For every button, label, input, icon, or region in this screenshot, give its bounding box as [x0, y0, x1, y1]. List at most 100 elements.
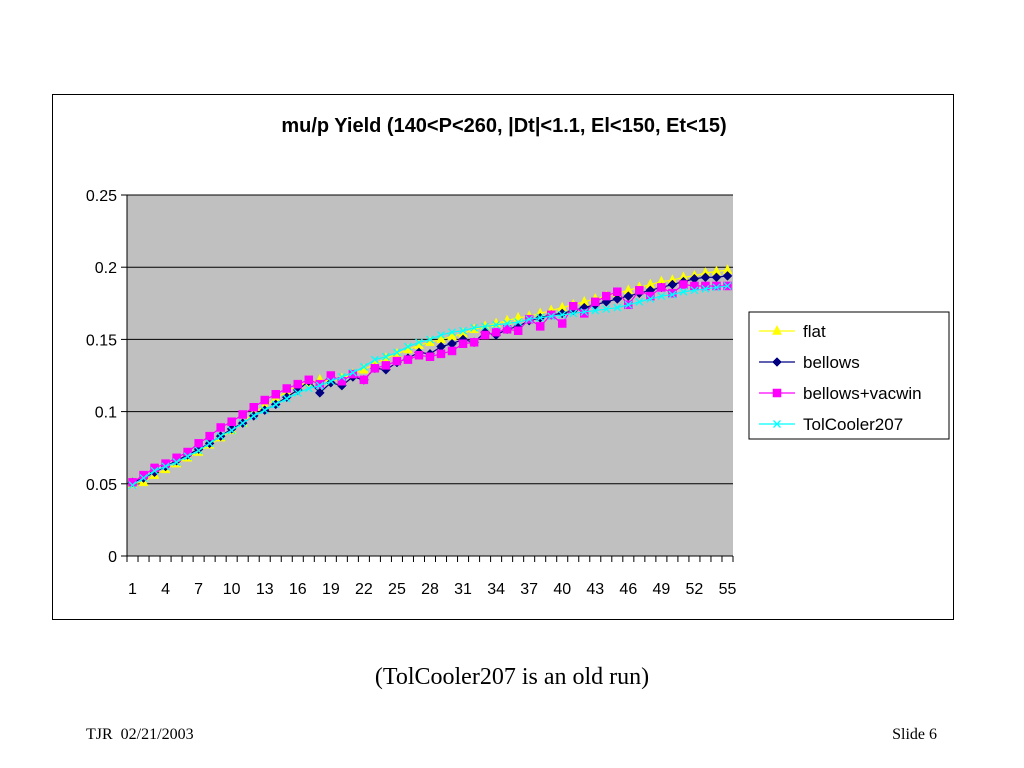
x-tick-label: 10	[223, 581, 241, 598]
data-point	[271, 390, 280, 399]
data-point	[480, 330, 490, 340]
x-tick-label: 31	[454, 581, 472, 598]
data-point	[558, 310, 567, 319]
legend-box	[748, 311, 950, 440]
y-tick-label: 0.1	[95, 405, 117, 422]
data-point	[547, 312, 556, 321]
x-tick-label: 19	[322, 581, 340, 598]
data-point	[635, 286, 644, 295]
data-point	[569, 309, 578, 318]
legend: flat bellows bellows+vacwin TolCooler207	[748, 311, 950, 440]
data-point	[227, 417, 236, 426]
data-point	[260, 395, 269, 405]
data-point	[668, 290, 677, 299]
footer-slide-number: Slide 6	[892, 726, 937, 743]
x-tick-label: 25	[388, 581, 406, 598]
data-point	[546, 310, 556, 320]
series-tolcooler207	[128, 282, 732, 490]
x-tick-label: 49	[652, 581, 670, 598]
data-point	[205, 439, 214, 448]
data-point	[414, 351, 424, 360]
data-point	[161, 462, 170, 471]
data-point	[216, 423, 225, 432]
data-point	[613, 303, 622, 312]
data-point	[513, 326, 523, 335]
data-point	[249, 403, 258, 412]
data-point	[403, 355, 413, 364]
data-point	[238, 419, 247, 428]
x-tick-label: 34	[487, 581, 505, 598]
data-point	[293, 379, 303, 389]
data-point	[470, 323, 479, 332]
data-point	[580, 309, 589, 318]
data-point	[646, 295, 655, 303]
data-point	[613, 287, 622, 296]
data-point	[448, 328, 456, 337]
data-point	[503, 319, 512, 328]
data-point	[447, 346, 457, 356]
data-point	[722, 271, 733, 281]
x-tick-label: 43	[586, 581, 604, 598]
legend-label: TolCooler207	[803, 415, 903, 434]
data-point	[359, 362, 368, 371]
data-point	[635, 297, 644, 306]
data-point	[657, 283, 666, 292]
data-point	[194, 446, 203, 455]
data-point	[502, 325, 512, 334]
data-point	[602, 305, 611, 314]
data-point	[404, 342, 412, 351]
data-point	[536, 313, 545, 322]
x-tick-label: 28	[421, 581, 439, 598]
y-tick-label: 0.2	[95, 260, 117, 277]
data-point	[492, 321, 501, 329]
data-point	[260, 406, 269, 415]
data-point	[370, 355, 379, 364]
caption: (TolCooler207 is an old run)	[374, 664, 650, 690]
data-point	[194, 439, 203, 448]
chart-frame: mu/p Yield (140<P<260, |Dt|<1.1, El<150,…	[52, 94, 954, 620]
data-point	[282, 394, 291, 403]
x-tick-label: 46	[619, 581, 637, 598]
data-point	[348, 368, 357, 377]
data-point	[612, 294, 623, 304]
data-point	[205, 431, 214, 441]
data-point	[304, 375, 314, 385]
data-point	[712, 283, 721, 292]
plot-area	[127, 195, 733, 556]
data-point	[679, 280, 688, 289]
data-point	[381, 361, 391, 370]
data-point	[326, 377, 335, 386]
data-point	[514, 318, 523, 327]
data-point	[282, 384, 292, 393]
data-point	[436, 349, 446, 359]
data-point	[602, 291, 611, 301]
data-point	[359, 375, 369, 385]
data-point	[227, 426, 236, 435]
data-point	[690, 281, 699, 291]
data-point	[426, 335, 434, 344]
data-point	[723, 282, 732, 290]
data-point	[314, 387, 325, 398]
data-point	[580, 308, 589, 316]
data-point	[469, 338, 479, 347]
data-point	[150, 463, 159, 473]
legend-item: bellows+vacwin	[759, 384, 922, 403]
data-point	[591, 306, 600, 315]
data-point	[337, 372, 346, 381]
data-point	[668, 288, 677, 298]
data-point	[183, 452, 192, 461]
data-point	[491, 327, 501, 337]
chart-title: mu/p Yield (140<P<260, |Dt|<1.1, El<150,…	[281, 115, 726, 137]
data-point	[293, 388, 302, 397]
x-tick-label: 16	[289, 581, 307, 598]
x-tick-label: 13	[256, 581, 274, 598]
data-point	[392, 348, 401, 357]
legend-item: bellows	[759, 353, 860, 372]
data-point	[458, 339, 468, 348]
data-point	[481, 322, 490, 331]
data-point	[712, 281, 721, 291]
data-point	[415, 338, 423, 347]
data-point	[216, 432, 225, 441]
data-point	[304, 384, 313, 393]
x-tick-label: 1	[128, 581, 137, 598]
